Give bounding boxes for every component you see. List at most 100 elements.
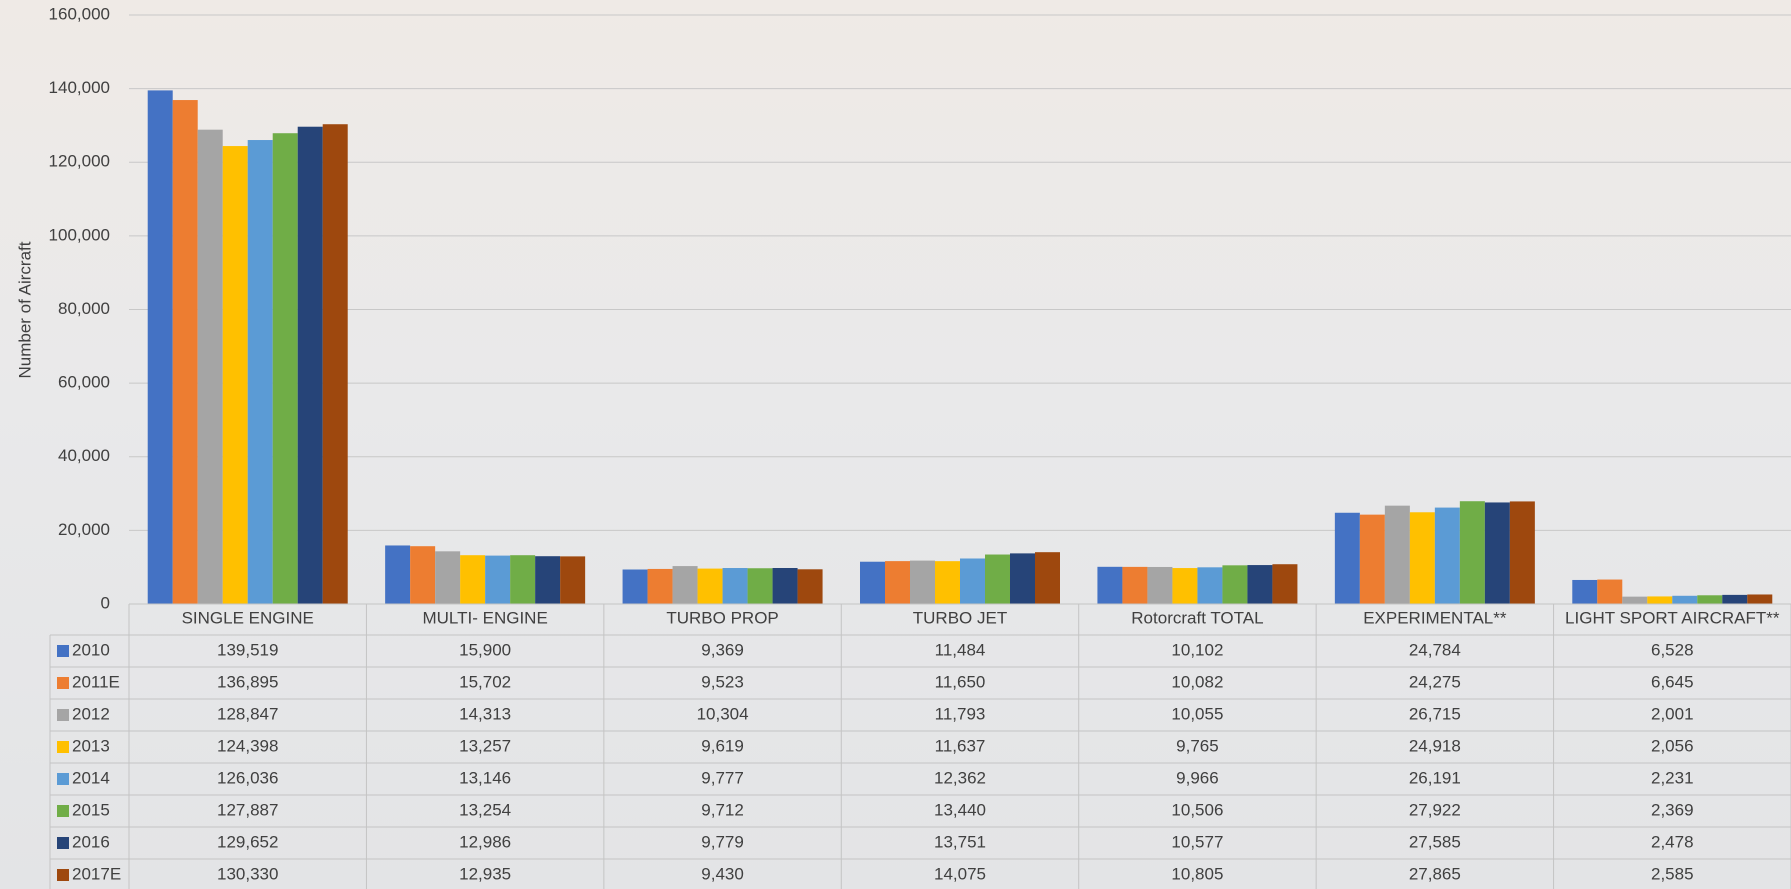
legend-label: 2011E — [72, 672, 120, 691]
table-cell: 13,440 — [934, 800, 986, 819]
bar — [297, 126, 323, 605]
bar — [960, 558, 985, 604]
table-cell: 11,650 — [935, 672, 986, 691]
bar — [1484, 502, 1510, 604]
table-cell: 129,652 — [217, 832, 278, 851]
table-cell: 136,895 — [217, 672, 278, 691]
bar — [985, 554, 1010, 604]
legend-swatch — [57, 645, 69, 657]
table-cell: 11,484 — [935, 640, 986, 659]
table-cell: 130,330 — [217, 864, 278, 883]
bar — [797, 569, 823, 604]
legend-swatch — [57, 805, 69, 817]
bar — [560, 556, 586, 604]
x-tick-label: TURBO PROP — [666, 608, 778, 627]
bar — [747, 568, 773, 604]
table-cell: 2,231 — [1651, 768, 1694, 787]
table-cell: 12,986 — [459, 832, 511, 851]
bar — [1747, 594, 1773, 604]
table-cell: 2,001 — [1651, 704, 1694, 723]
bar — [860, 561, 885, 604]
table-cell: 9,765 — [1176, 736, 1219, 755]
bar — [1222, 565, 1248, 604]
bar — [510, 555, 536, 604]
bar — [247, 140, 273, 604]
y-tick-label: 160,000 — [49, 4, 110, 23]
table-cell: 6,528 — [1651, 640, 1694, 659]
legend-label: 2016 — [72, 832, 110, 851]
bar — [435, 551, 461, 604]
legend-swatch — [57, 837, 69, 849]
bar — [1622, 596, 1648, 604]
bar — [410, 546, 436, 604]
table-cell: 13,146 — [459, 768, 511, 787]
table-cell: 127,887 — [217, 800, 278, 819]
legend-label: 2010 — [72, 640, 110, 659]
bar — [772, 568, 798, 604]
table-cell: 27,922 — [1409, 800, 1461, 819]
bar — [1172, 568, 1198, 604]
table-cell: 10,102 — [1171, 640, 1223, 659]
y-tick-label: 0 — [101, 593, 110, 612]
table-cell: 124,398 — [217, 736, 278, 755]
bar — [1384, 505, 1410, 604]
bar — [1434, 507, 1460, 604]
table-cell: 10,082 — [1171, 672, 1223, 691]
table-cell: 27,585 — [1409, 832, 1461, 851]
table-cell: 6,645 — [1651, 672, 1694, 691]
bar — [1572, 579, 1598, 604]
table-cell: 15,900 — [459, 640, 511, 659]
table-cell: 9,779 — [701, 832, 744, 851]
legend-swatch — [57, 869, 69, 881]
table-cell: 9,966 — [1176, 768, 1219, 787]
table-cell: 126,036 — [217, 768, 278, 787]
bar — [272, 133, 298, 604]
table-cell: 9,430 — [701, 864, 744, 883]
y-tick-label: 140,000 — [49, 78, 110, 97]
table-cell: 2,056 — [1651, 736, 1694, 755]
table-cell: 12,935 — [459, 864, 511, 883]
table-cell: 24,275 — [1409, 672, 1461, 691]
bar — [1359, 514, 1385, 604]
table-cell: 9,712 — [701, 800, 744, 819]
bar — [647, 568, 673, 604]
y-tick-label: 100,000 — [49, 225, 110, 244]
y-tick-label: 20,000 — [58, 520, 110, 539]
bar — [672, 566, 698, 604]
table-cell: 27,865 — [1409, 864, 1461, 883]
bar — [1097, 566, 1123, 604]
legend-swatch — [57, 741, 69, 753]
table-cell: 10,805 — [1171, 864, 1223, 883]
bar — [535, 556, 561, 604]
bar — [1010, 553, 1035, 604]
bar — [1122, 566, 1148, 604]
table-cell: 2,478 — [1651, 832, 1694, 851]
table-cell: 9,777 — [701, 768, 744, 787]
y-tick-label: 60,000 — [58, 373, 110, 392]
bar — [722, 568, 748, 604]
bar — [172, 100, 198, 604]
legend-label: 2015 — [72, 800, 110, 819]
table-cell: 10,055 — [1171, 704, 1223, 723]
table-cell: 15,702 — [459, 672, 511, 691]
table-cell: 26,191 — [1409, 768, 1461, 787]
x-tick-label: SINGLE ENGINE — [182, 608, 314, 627]
table-cell: 12,362 — [934, 768, 986, 787]
table-cell: 13,257 — [459, 736, 511, 755]
x-tick-label: TURBO JET — [913, 608, 1007, 627]
table-cell: 128,847 — [217, 704, 278, 723]
bar — [1147, 566, 1173, 604]
bar — [935, 561, 960, 604]
bar — [1247, 565, 1273, 604]
bar — [1597, 579, 1623, 604]
bar — [1334, 512, 1360, 604]
legend-swatch — [57, 709, 69, 721]
bar — [1409, 512, 1435, 604]
bar — [147, 90, 173, 604]
x-tick-label: Rotorcraft TOTAL — [1131, 608, 1263, 627]
table-cell: 139,519 — [217, 640, 278, 659]
table-cell: 10,506 — [1171, 800, 1223, 819]
bar — [1272, 564, 1298, 604]
y-axis-label: Number of Aircraft — [15, 241, 34, 378]
